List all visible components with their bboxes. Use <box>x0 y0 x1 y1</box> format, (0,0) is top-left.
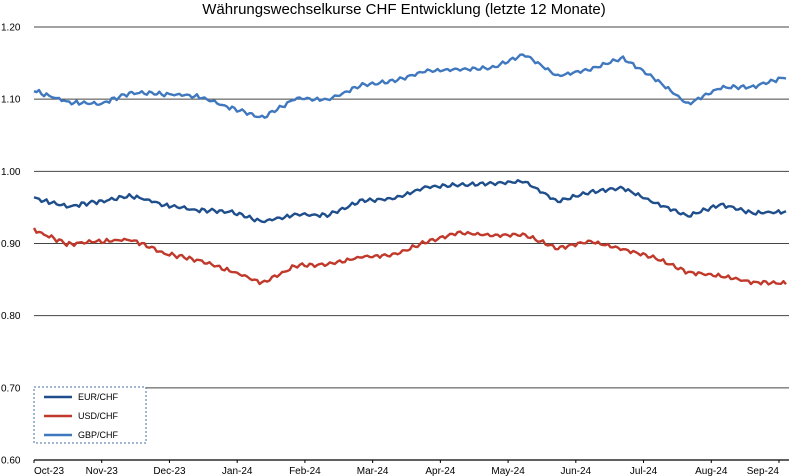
legend-label: GBP/CHF <box>78 430 119 440</box>
x-tick-label: Nov-23 <box>86 466 119 476</box>
x-tick-label: Apr-24 <box>425 466 455 476</box>
y-tick-label: 0.80 <box>1 311 21 322</box>
legend: EUR/CHF USD/CHF GBP/CHF <box>33 386 147 444</box>
gridlines <box>34 26 789 461</box>
x-tick-label: Jan-24 <box>222 466 253 476</box>
series-line-eur-chf <box>33 179 787 224</box>
series-lines <box>32 53 787 286</box>
x-tick-label: Feb-24 <box>289 466 321 476</box>
y-tick-label: 0.90 <box>1 239 21 250</box>
x-tick-label: Aug-24 <box>695 466 728 476</box>
legend-label: EUR/CHF <box>78 392 119 402</box>
chart-title: Währungswechselkurse CHF Entwicklung (le… <box>202 1 606 18</box>
y-tick-label: 0.60 <box>1 456 21 467</box>
x-tick-label: Jul-24 <box>630 466 658 476</box>
x-tick-label: May-24 <box>491 466 525 476</box>
x-axis-ticks: Oct-23 Nov-23 Dec-23 Jan-24 Feb-24 Mar-24 Apr-… <box>33 460 780 476</box>
legend-label: USD/CHF <box>78 411 119 421</box>
y-tick-label: 1.00 <box>1 167 21 178</box>
x-tick-label: Mar-24 <box>357 466 389 476</box>
x-tick-label: Dec-23 <box>153 466 186 476</box>
series-line-usd-chf <box>32 227 787 286</box>
y-axis-ticks: 0.60 0.70 0.80 0.90 1.00 1.10 1.20 <box>1 23 21 467</box>
y-tick-label: 1.20 <box>1 23 21 34</box>
y-tick-label: 0.70 <box>1 383 21 394</box>
x-tick-label: Oct-23 <box>34 466 64 476</box>
x-tick-label: Jun-24 <box>561 466 592 476</box>
y-tick-label: 1.10 <box>1 95 21 106</box>
x-tick-label: Sep-24 <box>747 466 780 476</box>
series-line-gbp-chf <box>33 53 787 119</box>
